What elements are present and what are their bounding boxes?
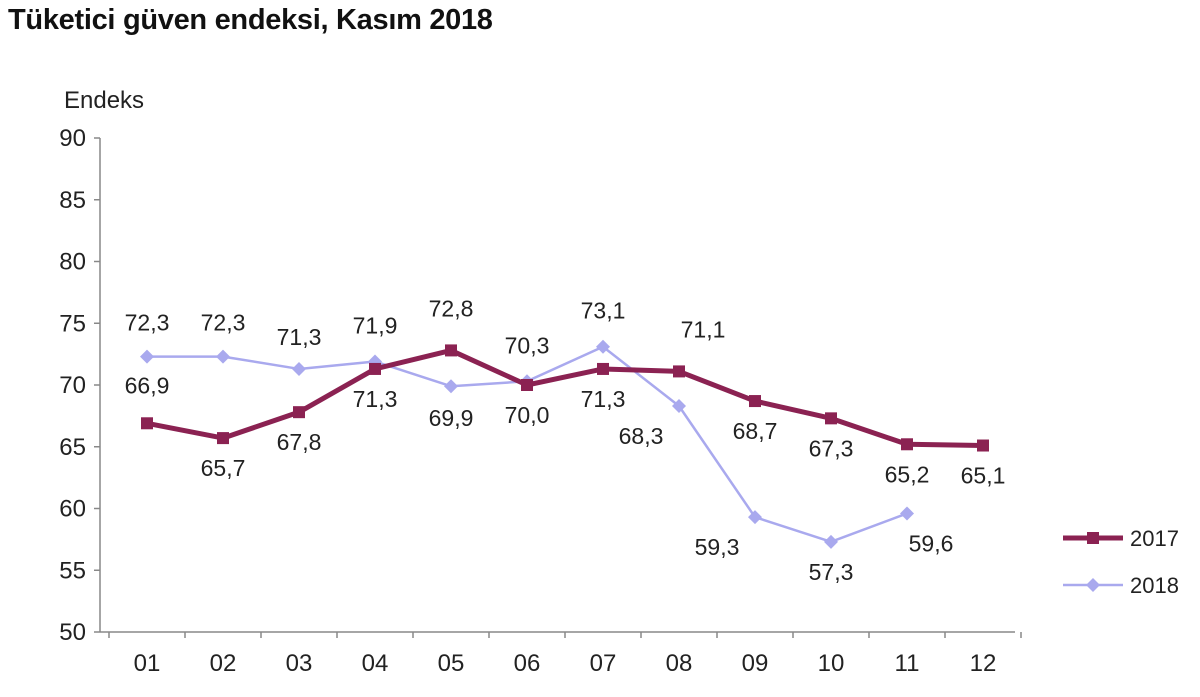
- data-label-2018: 59,6: [909, 530, 954, 556]
- legend-label-2017: 2017: [1130, 526, 1179, 551]
- data-label-2018: 69,9: [429, 405, 474, 431]
- data-label-2017: 68,7: [733, 418, 778, 444]
- y-tick-label: 85: [59, 187, 86, 214]
- x-tick-label: 02: [210, 650, 237, 677]
- x-tick-label: 03: [286, 650, 313, 677]
- data-label-2018: 68,3: [619, 423, 664, 449]
- data-point-2017: [521, 379, 533, 391]
- x-tick-label: 06: [514, 650, 541, 677]
- data-label-2017: 71,3: [581, 386, 626, 412]
- data-point-2017: [825, 412, 837, 425]
- x-tick-label: 12: [970, 650, 997, 677]
- data-point-2017: [673, 365, 685, 378]
- data-point-2018: [900, 506, 914, 521]
- series-layer: [140, 339, 989, 549]
- data-label-2017: 71,3: [353, 386, 398, 412]
- x-tick-label: 07: [590, 650, 617, 677]
- series-line-2017: [146, 347, 984, 449]
- data-labels: 66,9 65,7 67,8 71,3 72,8 70,0 71,3 71,1 68,7 67,3…: [125, 295, 1006, 584]
- y-tick-label: 65: [59, 434, 86, 461]
- y-axis-label: Endeks: [64, 87, 144, 114]
- data-point-2018: [216, 349, 230, 364]
- data-label-2018: 73,1: [581, 298, 626, 324]
- data-point-2017: [749, 395, 761, 408]
- data-label-2018: 72,3: [201, 310, 246, 336]
- y-tick-label: 60: [59, 496, 86, 523]
- x-tick-label: 10: [818, 650, 845, 677]
- data-label-2017: 65,7: [201, 455, 246, 481]
- data-label-2018: 59,3: [695, 534, 740, 560]
- data-point-2017: [901, 438, 913, 451]
- data-label-2017: 67,8: [277, 429, 322, 455]
- y-tick-label: 80: [59, 249, 86, 276]
- data-point-2018: [140, 349, 154, 364]
- data-point-2018: [824, 534, 838, 549]
- x-tick-label: 05: [438, 650, 465, 677]
- data-point-2018: [292, 361, 306, 376]
- legend-label-2018: 2018: [1130, 573, 1179, 598]
- data-label-2017: 65,2: [885, 461, 930, 487]
- data-point-2018: [596, 339, 610, 354]
- data-point-2018: [672, 398, 686, 413]
- x-tick-label: 04: [362, 650, 389, 677]
- legend: 2017 2018: [1063, 526, 1179, 598]
- data-label-2017: 65,1: [961, 463, 1006, 489]
- data-label-2017: 67,3: [809, 435, 854, 461]
- data-point-2017: [597, 362, 609, 375]
- data-label-2018: 71,9: [353, 313, 398, 339]
- data-label-2017: 70,0: [505, 402, 550, 428]
- axes: 50 55 60 65 70 75 80 85 90 01 02 03 04 05 06 07 08 09 10 11…: [59, 125, 1022, 677]
- x-tick-label: 11: [895, 650, 920, 677]
- data-label-2017: 72,8: [429, 295, 474, 321]
- x-tick-label: 09: [742, 650, 769, 677]
- x-tick-label: 08: [666, 650, 693, 677]
- y-tick-label: 70: [59, 372, 86, 399]
- data-label-2018: 71,3: [277, 324, 322, 350]
- legend-marker-2017: [1087, 532, 1099, 544]
- data-point-2017: [977, 439, 989, 452]
- data-point-2018: [748, 510, 762, 525]
- y-tick-label: 90: [59, 125, 86, 152]
- data-label-2018: 57,3: [809, 559, 854, 585]
- chart-title: Tüketici güven endeksi, Kasım 2018: [8, 4, 493, 36]
- data-point-2017: [369, 362, 381, 375]
- data-point-2017: [445, 344, 457, 357]
- data-point-2017: [217, 432, 229, 445]
- y-tick-label: 50: [59, 619, 86, 646]
- data-label-2018: 70,3: [505, 332, 550, 358]
- y-tick-label: 75: [59, 310, 86, 337]
- data-point-2018: [444, 379, 458, 394]
- data-label-2017: 66,9: [125, 372, 170, 398]
- data-label-2017: 71,1: [681, 316, 726, 342]
- data-point-2017: [141, 417, 153, 430]
- legend-marker-2018: [1086, 578, 1100, 592]
- y-tick-label: 55: [59, 557, 86, 584]
- data-point-2017: [293, 406, 305, 419]
- data-label-2018: 72,3: [125, 310, 170, 336]
- x-tick-label: 01: [134, 650, 161, 677]
